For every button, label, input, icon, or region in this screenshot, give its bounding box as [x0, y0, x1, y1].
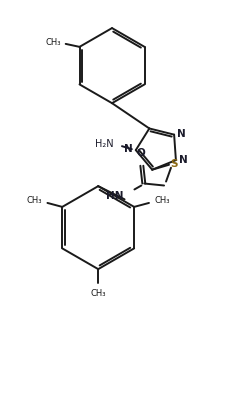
Text: N: N — [124, 144, 133, 154]
Text: CH₃: CH₃ — [90, 289, 106, 298]
Text: H₂N: H₂N — [95, 139, 114, 149]
Text: N: N — [179, 155, 188, 165]
Text: CH₃: CH₃ — [155, 196, 170, 206]
Text: HN: HN — [106, 191, 124, 202]
Text: CH₃: CH₃ — [45, 38, 61, 48]
Text: S: S — [170, 159, 178, 169]
Text: CH₃: CH₃ — [26, 196, 41, 206]
Text: N: N — [177, 129, 186, 139]
Text: O: O — [137, 148, 146, 158]
